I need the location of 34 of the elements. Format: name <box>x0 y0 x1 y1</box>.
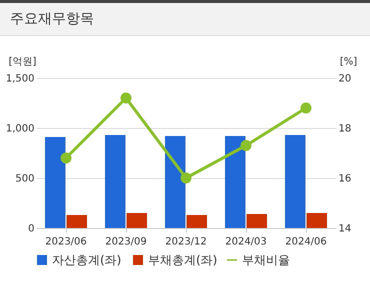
chart-title: 주요재무항목 <box>0 0 370 36</box>
point <box>60 152 72 164</box>
y2-tick-label: 14 <box>338 224 352 234</box>
bar <box>306 213 327 228</box>
y-tick-label: 500 <box>15 174 34 184</box>
bar <box>225 136 246 228</box>
legend-label: 자산총계(좌) <box>52 253 122 267</box>
bar <box>105 135 126 228</box>
bar <box>186 215 207 228</box>
x-tick-label: 2023/06 <box>45 236 87 248</box>
x-tick-label: 2023/12 <box>165 236 207 248</box>
y2-tick-label: 20 <box>338 74 352 84</box>
bar <box>165 136 186 228</box>
y-tick-label: 1,500 <box>6 74 34 84</box>
bar <box>126 213 147 228</box>
bar <box>285 135 306 228</box>
x-tick-label: 2023/09 <box>105 236 147 248</box>
y-tick-label: 1,000 <box>6 124 34 134</box>
x-tick-label: 2024/03 <box>225 236 267 248</box>
point <box>180 172 192 184</box>
point <box>300 102 312 114</box>
legend-label: 부채비율 <box>242 253 290 267</box>
bar <box>45 137 66 228</box>
y2-axis-title: [%] <box>340 56 358 68</box>
bar <box>66 215 87 228</box>
point <box>120 92 132 104</box>
y2-tick-label: 16 <box>338 174 352 184</box>
y-tick-label: 0 <box>28 224 34 234</box>
x-tick-label: 2024/06 <box>285 236 327 248</box>
legend-label: 부채총계(좌) <box>148 253 218 267</box>
y-axis-title: [억원] <box>8 56 36 68</box>
y2-tick-label: 18 <box>338 124 352 134</box>
point <box>240 140 252 151</box>
bar <box>246 214 267 228</box>
